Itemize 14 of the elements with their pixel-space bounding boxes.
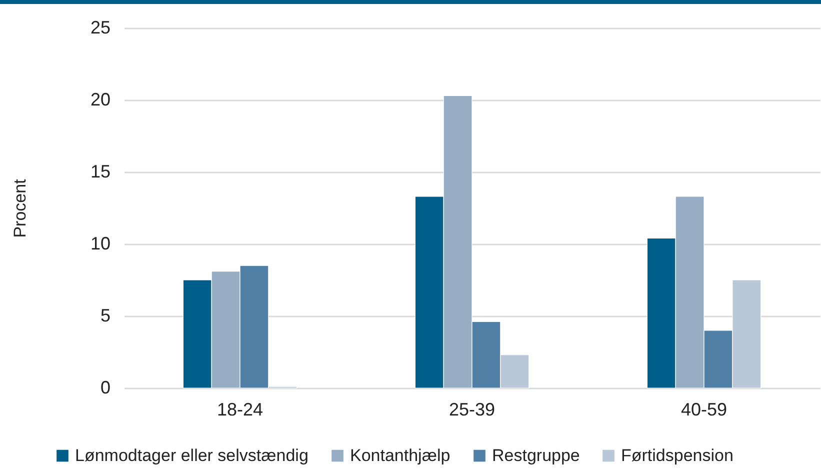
legend-label: Førtidspension — [621, 446, 734, 465]
y-tick-label: 15 — [90, 162, 110, 182]
x-tick-label: 25-39 — [448, 400, 496, 420]
y-tick-label: 25 — [90, 18, 110, 38]
y-tick-label: 5 — [100, 306, 110, 326]
x-tick-label: 40-59 — [680, 400, 728, 420]
legend-label: Restgruppe — [492, 446, 580, 465]
y-tick-label: 10 — [90, 234, 110, 254]
legend-label: Lønmodtager eller selvstændig — [75, 446, 308, 465]
x-tick-label: 18-24 — [216, 400, 264, 420]
y-tick-label: 20 — [90, 90, 110, 110]
legend-label: Kontanthjælp — [350, 446, 450, 465]
y-tick-label: 0 — [100, 378, 110, 398]
y-axis-title: Procent — [10, 178, 30, 238]
